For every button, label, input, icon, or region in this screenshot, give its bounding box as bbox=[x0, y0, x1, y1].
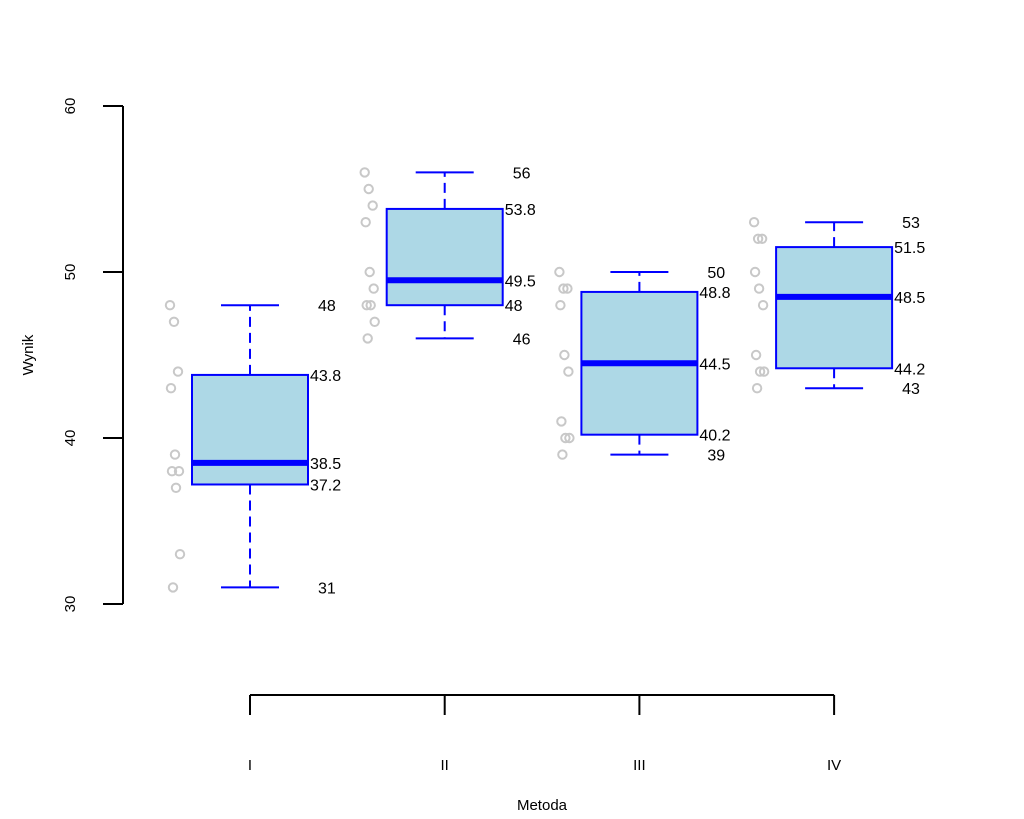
data-point bbox=[167, 582, 179, 593]
data-point bbox=[554, 266, 565, 278]
data-point bbox=[563, 366, 574, 377]
data-point bbox=[172, 366, 184, 377]
data-point bbox=[369, 316, 380, 327]
iqr-box bbox=[385, 207, 504, 307]
median-label: 49.5 bbox=[505, 273, 536, 290]
data-point bbox=[749, 266, 761, 278]
data-point bbox=[558, 283, 569, 294]
data-point bbox=[751, 383, 763, 394]
data-point bbox=[365, 300, 376, 311]
data-point bbox=[756, 233, 768, 245]
data-point bbox=[169, 449, 181, 460]
y-tick-label: 40 bbox=[62, 430, 79, 447]
data-point bbox=[748, 217, 760, 228]
q1-label: 40.2 bbox=[699, 428, 730, 445]
x-axis: I II III IV bbox=[248, 694, 841, 774]
y-tick-label: 30 bbox=[62, 596, 79, 613]
box-group-II: 56 53.8 49.5 48 46 bbox=[359, 165, 536, 348]
data-point bbox=[173, 466, 185, 477]
x-axis-title: Metoda bbox=[517, 797, 568, 814]
box-group-III: 50 48.8 44.5 40.2 39 bbox=[554, 265, 731, 465]
y-tick-label: 50 bbox=[62, 264, 79, 281]
min-label: 31 bbox=[318, 580, 336, 597]
data-point bbox=[359, 167, 370, 178]
min-label: 39 bbox=[707, 448, 725, 465]
median-label: 38.5 bbox=[310, 456, 341, 473]
x-tick-label: III bbox=[633, 757, 646, 774]
data-point bbox=[754, 366, 766, 377]
data-point bbox=[758, 366, 770, 377]
max-label: 50 bbox=[707, 265, 725, 282]
q3-label: 48.8 bbox=[699, 285, 730, 302]
q3-label: 53.8 bbox=[505, 202, 536, 219]
data-point bbox=[362, 333, 373, 344]
data-point bbox=[170, 482, 182, 493]
data-point bbox=[166, 466, 178, 477]
x-tick-label: II bbox=[441, 757, 449, 774]
data-point bbox=[164, 300, 176, 311]
y-axis-title: Wynik bbox=[20, 334, 37, 375]
x-tick-label: I bbox=[248, 757, 252, 774]
max-label: 56 bbox=[513, 165, 531, 182]
q1-label: 44.2 bbox=[894, 361, 925, 378]
y-tick-label: 60 bbox=[62, 98, 79, 115]
box-group-I: 48 43.8 38.5 37.2 31 bbox=[164, 298, 341, 597]
data-point bbox=[168, 316, 180, 327]
data-point bbox=[368, 283, 379, 294]
data-point bbox=[367, 200, 378, 211]
median-label: 44.5 bbox=[699, 356, 730, 373]
data-point bbox=[165, 383, 177, 394]
iqr-box bbox=[775, 246, 894, 370]
data-point bbox=[361, 300, 372, 311]
q3-label: 51.5 bbox=[894, 240, 925, 257]
y-axis: 30 40 50 60 bbox=[62, 98, 124, 613]
min-label: 43 bbox=[902, 381, 920, 398]
data-point bbox=[560, 432, 571, 444]
max-label: 48 bbox=[318, 298, 336, 315]
data-point bbox=[757, 300, 769, 311]
data-point bbox=[363, 183, 374, 195]
data-point bbox=[174, 549, 186, 560]
q3-label: 43.8 bbox=[310, 368, 341, 385]
data-point bbox=[564, 432, 575, 444]
data-point bbox=[364, 266, 375, 278]
data-point bbox=[753, 283, 765, 294]
data-point bbox=[750, 349, 762, 361]
data-point bbox=[555, 300, 566, 311]
data-point bbox=[562, 283, 573, 294]
q1-label: 48 bbox=[505, 298, 523, 315]
box-group-IV: 53 51.5 48.5 44.2 43 bbox=[748, 215, 925, 398]
x-tick-label: IV bbox=[827, 757, 841, 774]
data-point bbox=[559, 349, 570, 361]
min-label: 46 bbox=[513, 331, 531, 348]
iqr-box bbox=[191, 373, 309, 486]
median-label: 48.5 bbox=[894, 290, 925, 307]
max-label: 53 bbox=[902, 215, 920, 232]
boxes: 48 43.8 38.5 37.2 31 56 53.8 49.5 48 46 50 48.8 44.5… bbox=[164, 165, 925, 597]
q1-label: 37.2 bbox=[310, 477, 341, 494]
data-point bbox=[360, 217, 371, 228]
data-point bbox=[557, 449, 568, 460]
data-point bbox=[556, 416, 567, 427]
data-point bbox=[752, 233, 764, 245]
